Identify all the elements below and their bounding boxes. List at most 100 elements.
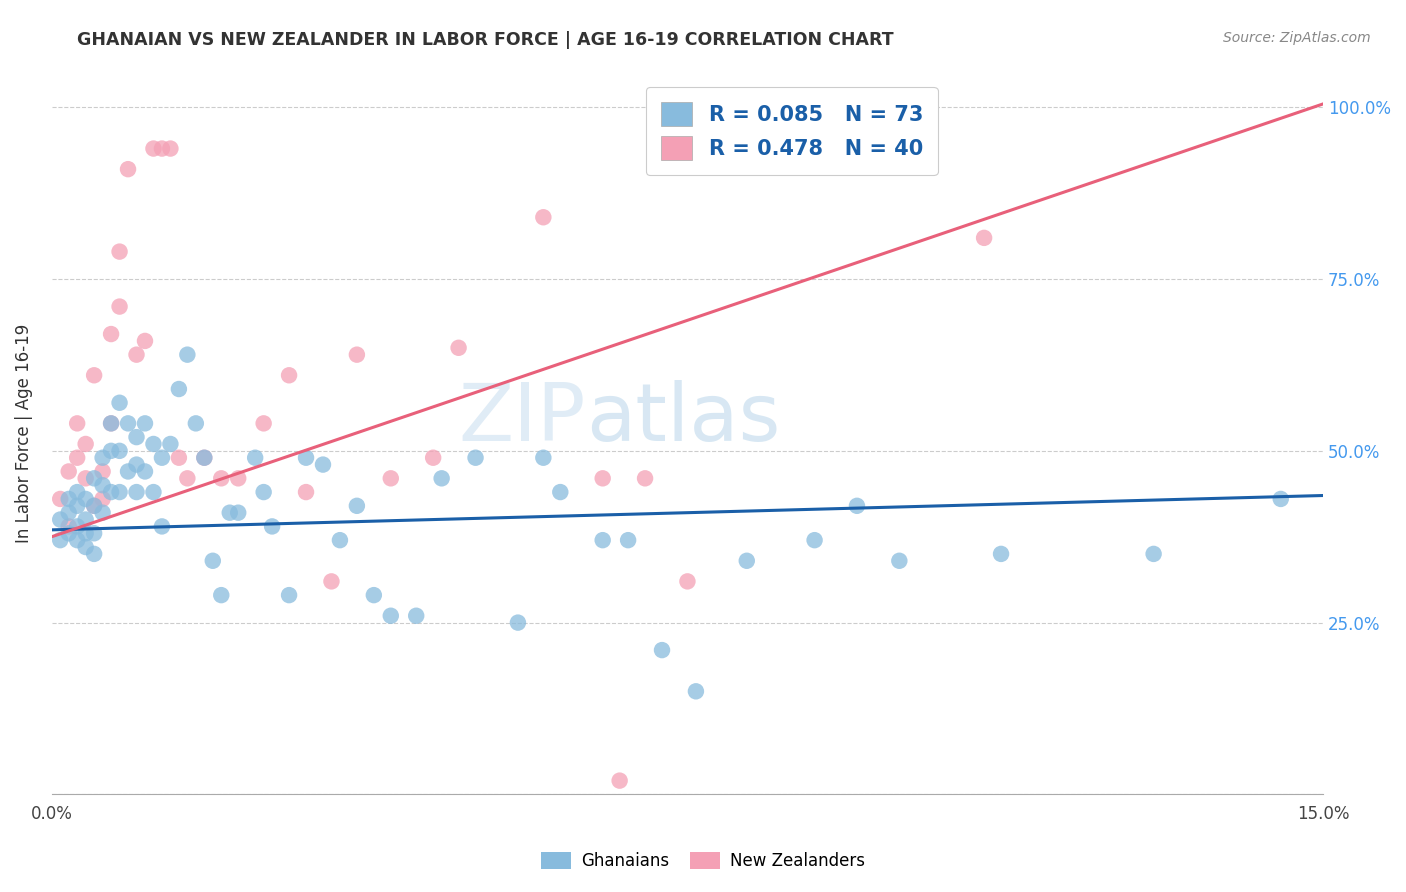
Point xyxy=(100,417,122,431)
Point xyxy=(609,773,631,788)
Point xyxy=(380,471,402,485)
Point xyxy=(75,471,97,485)
Point xyxy=(295,485,318,500)
Point xyxy=(550,485,572,500)
Point xyxy=(193,450,215,465)
Point xyxy=(150,519,173,533)
Point xyxy=(735,554,758,568)
Point xyxy=(209,471,232,485)
Point xyxy=(134,417,156,431)
Point xyxy=(159,142,181,156)
Point xyxy=(125,348,148,362)
Point xyxy=(430,471,453,485)
Point xyxy=(142,437,165,451)
Point xyxy=(91,478,114,492)
Point xyxy=(176,471,198,485)
Point xyxy=(278,588,301,602)
Point xyxy=(973,231,995,245)
Point xyxy=(226,471,249,485)
Point xyxy=(108,244,131,259)
Point xyxy=(58,526,80,541)
Point xyxy=(380,608,402,623)
Point xyxy=(295,450,318,465)
Point xyxy=(66,450,89,465)
Point xyxy=(75,526,97,541)
Point xyxy=(142,142,165,156)
Point xyxy=(176,348,198,362)
Point xyxy=(134,334,156,348)
Legend: Ghanaians, New Zealanders: Ghanaians, New Zealanders xyxy=(534,845,872,877)
Point xyxy=(83,526,105,541)
Point xyxy=(58,491,80,506)
Point xyxy=(531,211,554,225)
Point xyxy=(66,417,89,431)
Text: Source: ZipAtlas.com: Source: ZipAtlas.com xyxy=(1223,31,1371,45)
Point xyxy=(226,506,249,520)
Legend: R = 0.085   N = 73, R = 0.478   N = 40: R = 0.085 N = 73, R = 0.478 N = 40 xyxy=(647,87,938,175)
Point xyxy=(66,519,89,533)
Y-axis label: In Labor Force | Age 16-19: In Labor Force | Age 16-19 xyxy=(15,324,32,543)
Point xyxy=(253,485,276,500)
Point xyxy=(803,533,825,548)
Point xyxy=(117,162,139,177)
Point xyxy=(100,327,122,342)
Point xyxy=(253,417,276,431)
Point xyxy=(889,554,911,568)
Text: atlas: atlas xyxy=(586,380,780,458)
Point xyxy=(49,491,72,506)
Point xyxy=(329,533,352,548)
Point xyxy=(117,465,139,479)
Point xyxy=(83,547,105,561)
Point xyxy=(142,485,165,500)
Point xyxy=(422,450,444,465)
Point xyxy=(66,499,89,513)
Point xyxy=(321,574,343,589)
Point xyxy=(634,471,657,485)
Point xyxy=(108,300,131,314)
Point xyxy=(75,491,97,506)
Point xyxy=(592,533,614,548)
Point xyxy=(125,485,148,500)
Point xyxy=(1270,491,1292,506)
Point xyxy=(150,450,173,465)
Point xyxy=(125,458,148,472)
Point xyxy=(75,512,97,526)
Point xyxy=(193,450,215,465)
Point xyxy=(83,368,105,383)
Point xyxy=(167,450,190,465)
Point xyxy=(218,506,240,520)
Point xyxy=(83,471,105,485)
Point xyxy=(447,341,470,355)
Point xyxy=(405,608,427,623)
Point xyxy=(100,417,122,431)
Point xyxy=(990,547,1012,561)
Point xyxy=(150,142,173,156)
Point xyxy=(58,506,80,520)
Point xyxy=(66,485,89,500)
Point xyxy=(58,465,80,479)
Point xyxy=(278,368,301,383)
Point xyxy=(685,684,707,698)
Point xyxy=(312,458,335,472)
Point xyxy=(100,443,122,458)
Point xyxy=(91,491,114,506)
Point xyxy=(346,348,368,362)
Point xyxy=(363,588,385,602)
Point xyxy=(243,450,266,465)
Point xyxy=(1142,547,1164,561)
Point xyxy=(117,417,139,431)
Point xyxy=(346,499,368,513)
Point xyxy=(91,506,114,520)
Point xyxy=(91,465,114,479)
Point xyxy=(531,450,554,465)
Point xyxy=(125,430,148,444)
Point xyxy=(49,512,72,526)
Point xyxy=(83,499,105,513)
Point xyxy=(100,485,122,500)
Point xyxy=(58,519,80,533)
Point xyxy=(83,499,105,513)
Point xyxy=(108,396,131,410)
Point xyxy=(676,574,699,589)
Point xyxy=(617,533,640,548)
Point xyxy=(75,437,97,451)
